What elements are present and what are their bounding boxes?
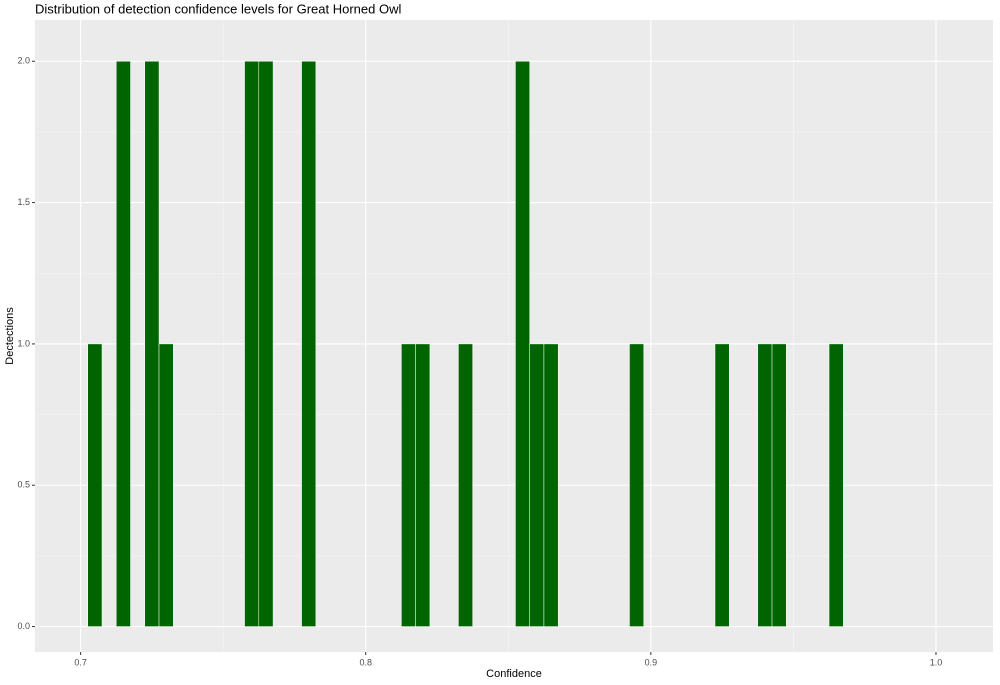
bar — [144, 61, 160, 627]
x-tick-label: 1.0 — [930, 657, 943, 667]
bar — [116, 61, 131, 627]
bar — [158, 343, 174, 627]
bar — [771, 343, 787, 627]
bar — [543, 343, 559, 627]
bar — [415, 343, 431, 627]
chart-title: Distribution of detection confidence lev… — [35, 1, 401, 16]
bar — [714, 343, 730, 627]
bar — [301, 61, 317, 627]
panel — [35, 20, 993, 652]
bar — [629, 343, 644, 627]
y-tick-label: 0.5 — [17, 480, 30, 490]
bar — [529, 343, 545, 627]
x-axis-title: Confidence — [486, 668, 542, 680]
bar — [757, 343, 773, 627]
bar — [244, 61, 260, 627]
y-tick-label: 2.0 — [17, 56, 30, 66]
x-tick-label: 0.7 — [74, 657, 87, 667]
x-tick-label: 0.8 — [359, 657, 372, 667]
x-tick-label: 0.9 — [645, 657, 658, 667]
y-axis-title: Dectections — [4, 307, 16, 365]
bar — [458, 343, 473, 627]
bar — [515, 61, 530, 627]
y-tick-label: 0.0 — [17, 621, 30, 631]
bar — [401, 343, 416, 627]
bar — [258, 61, 274, 627]
bars — [87, 61, 844, 627]
bar — [828, 343, 844, 627]
y-tick-label: 1.0 — [17, 338, 30, 348]
y-tick-label: 1.5 — [17, 197, 30, 207]
bar — [87, 343, 103, 627]
